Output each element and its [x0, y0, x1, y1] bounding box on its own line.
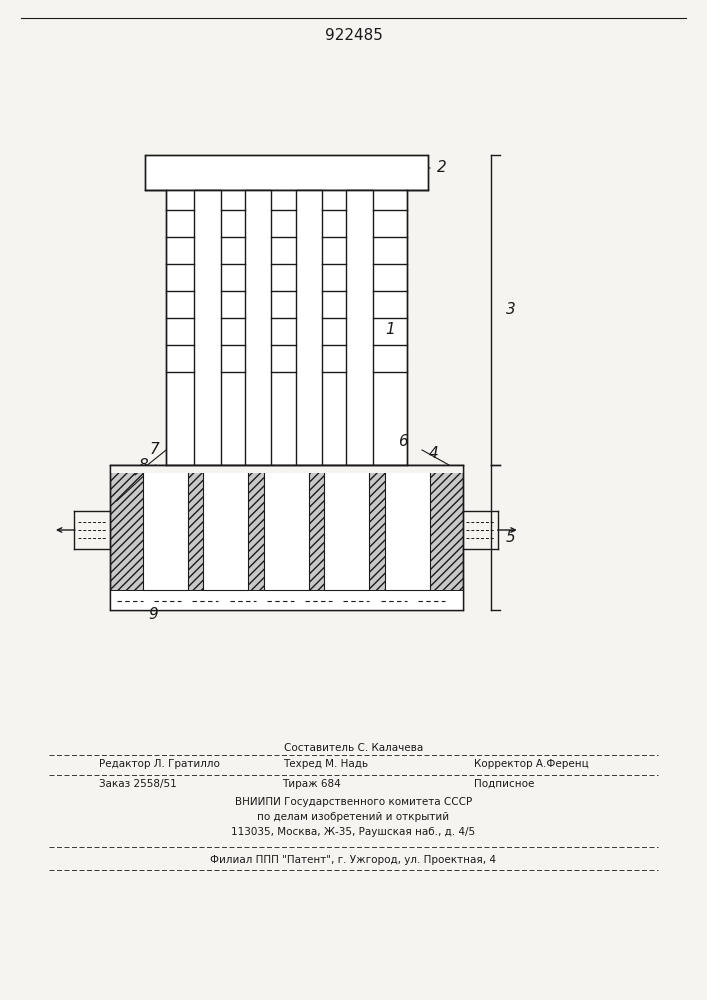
Bar [166, 190, 407, 465]
Text: 4: 4 [429, 446, 439, 460]
Text: Корректор А.Ференц: Корректор А.Ференц [474, 759, 588, 769]
Text: Тираж 684: Тираж 684 [281, 779, 341, 789]
Bar [245, 190, 271, 465]
Bar [110, 590, 463, 610]
Text: 2: 2 [437, 160, 447, 176]
Bar [194, 190, 221, 465]
Text: 9: 9 [148, 607, 158, 622]
Bar [385, 470, 430, 590]
Bar [145, 155, 428, 190]
Text: Подписное: Подписное [474, 779, 534, 789]
Text: Заказ 2558/51: Заказ 2558/51 [99, 779, 177, 789]
Text: 3: 3 [506, 302, 515, 318]
Bar [143, 470, 188, 590]
Bar [346, 190, 373, 465]
Bar [110, 465, 463, 610]
Text: Составитель С. Калачева: Составитель С. Калачева [284, 743, 423, 753]
Text: 1: 1 [385, 322, 395, 338]
Bar [204, 470, 248, 590]
Text: Техред М. Надь: Техред М. Надь [283, 759, 368, 769]
Text: 8: 8 [139, 458, 148, 473]
Text: ВНИИПИ Государственного комитета СССР: ВНИИПИ Государственного комитета СССР [235, 797, 472, 807]
Bar [264, 470, 309, 590]
Text: 113035, Москва, Ж-35, Раушская наб., д. 4/5: 113035, Москва, Ж-35, Раушская наб., д. … [231, 827, 476, 837]
Text: 7: 7 [149, 442, 159, 458]
Text: Филиал ППП "Патент", г. Ужгород, ул. Проектная, 4: Филиал ППП "Патент", г. Ужгород, ул. Про… [211, 855, 496, 865]
Text: по делам изобретений и открытий: по делам изобретений и открытий [257, 812, 450, 822]
Text: Редактор Л. Гратилло: Редактор Л. Гратилло [99, 759, 220, 769]
Text: 5: 5 [506, 530, 515, 545]
Bar [110, 465, 463, 473]
Text: 922485: 922485 [325, 27, 382, 42]
Bar [325, 470, 369, 590]
Text: 6: 6 [398, 434, 408, 450]
Bar [296, 190, 322, 465]
